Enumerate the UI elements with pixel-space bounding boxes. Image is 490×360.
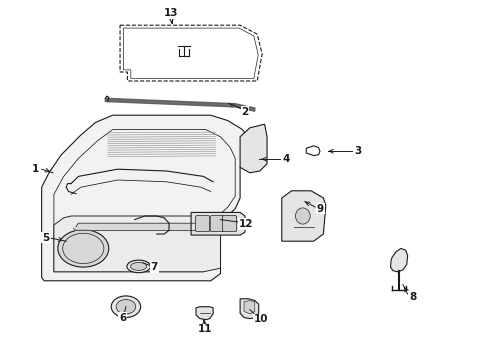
Text: 7: 7 bbox=[150, 262, 158, 272]
Ellipse shape bbox=[127, 260, 150, 273]
Text: 3: 3 bbox=[354, 146, 361, 156]
Polygon shape bbox=[105, 98, 255, 111]
Polygon shape bbox=[391, 248, 408, 272]
Polygon shape bbox=[42, 115, 250, 281]
Polygon shape bbox=[282, 191, 326, 241]
Polygon shape bbox=[191, 212, 245, 235]
Polygon shape bbox=[196, 307, 213, 320]
Text: 12: 12 bbox=[239, 219, 253, 229]
Text: 5: 5 bbox=[42, 233, 49, 243]
Polygon shape bbox=[54, 216, 221, 272]
Text: 2: 2 bbox=[242, 107, 248, 117]
Text: 10: 10 bbox=[254, 314, 269, 324]
Polygon shape bbox=[74, 223, 213, 230]
Text: 4: 4 bbox=[283, 154, 291, 164]
Circle shape bbox=[58, 230, 109, 267]
FancyBboxPatch shape bbox=[196, 216, 210, 231]
Polygon shape bbox=[244, 301, 255, 314]
Circle shape bbox=[116, 300, 136, 314]
Text: 9: 9 bbox=[317, 204, 324, 214]
Ellipse shape bbox=[130, 262, 147, 270]
Text: 11: 11 bbox=[197, 324, 212, 334]
Text: 6: 6 bbox=[119, 312, 126, 323]
Polygon shape bbox=[240, 299, 259, 319]
Ellipse shape bbox=[295, 208, 310, 224]
Text: 1: 1 bbox=[32, 164, 39, 174]
Circle shape bbox=[111, 296, 141, 318]
Text: 13: 13 bbox=[164, 8, 179, 18]
FancyBboxPatch shape bbox=[222, 216, 237, 231]
FancyBboxPatch shape bbox=[210, 216, 224, 231]
Polygon shape bbox=[240, 124, 267, 173]
Text: 8: 8 bbox=[409, 292, 416, 302]
